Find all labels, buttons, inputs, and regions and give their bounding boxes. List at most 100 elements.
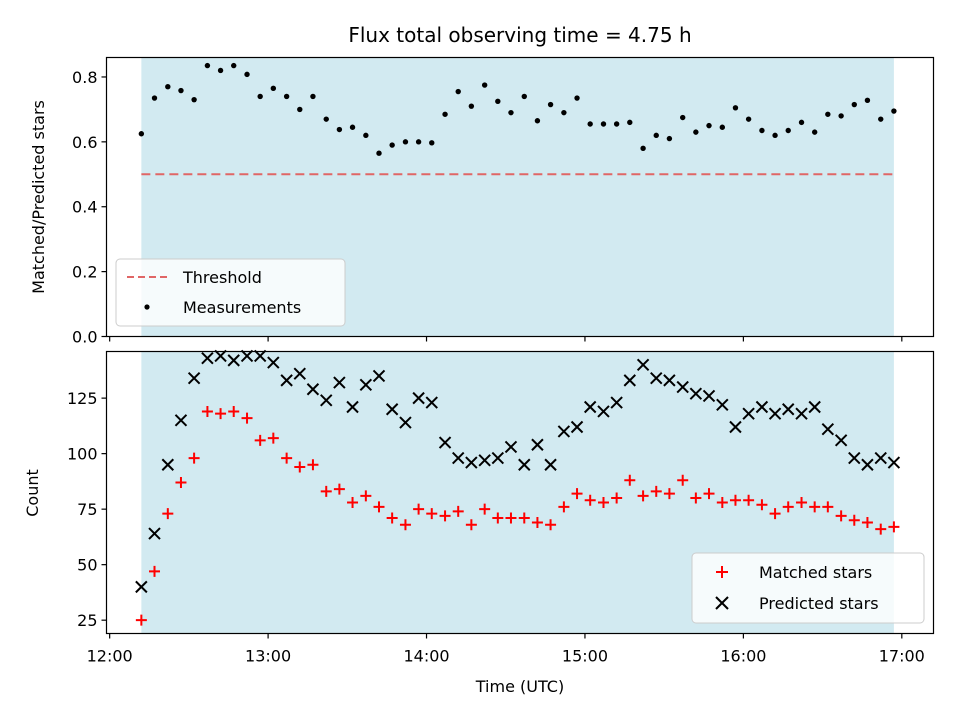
matched-stars-point [281, 452, 293, 464]
measurements-point [481, 82, 488, 88]
matched-stars-point [518, 512, 530, 524]
bottom-y-tick-label: 125 [67, 389, 98, 408]
matched-stars-point [545, 519, 557, 531]
matched-stars-point [373, 501, 385, 513]
matched-stars-point [188, 452, 200, 464]
measurements-point [587, 121, 593, 127]
bottom-y-tick-label: 75 [77, 500, 97, 519]
top-y-tick-label: 0.6 [72, 133, 97, 152]
measurements-point [680, 114, 686, 121]
measurements-point [165, 83, 171, 90]
matched-stars-legend-label: Matched stars [759, 563, 872, 582]
matched-stars-point [426, 508, 438, 520]
measurements-point [534, 118, 541, 124]
predicted-stars-point [782, 403, 795, 416]
matched-stars-point [241, 412, 253, 424]
top-legend: Threshold Measurements [115, 258, 346, 327]
predicted-stars-point [808, 400, 821, 414]
matched-stars-point [782, 501, 794, 513]
matched-stars-point [399, 519, 411, 531]
predicted-stars-point [570, 420, 584, 434]
matched-stars-point [452, 505, 464, 517]
predicted-stars-point [438, 436, 452, 449]
predicted-stars-point [834, 434, 848, 447]
measurements-point [627, 119, 633, 126]
x-tick-label: 13:00 [245, 647, 291, 666]
matched-stars-point [663, 488, 675, 500]
predicted-stars-point [372, 369, 386, 383]
top-y-axis: 0.0 0.2 0.4 0.6 0.8 [72, 68, 107, 347]
predicted-stars-point [161, 458, 175, 471]
matched-stars-point [228, 405, 240, 417]
matched-stars-point [135, 614, 147, 626]
matched-stars-point [254, 434, 266, 446]
matched-stars-point [465, 519, 477, 531]
predicted-stars-point [385, 403, 399, 416]
matched-stars-point [729, 494, 741, 506]
predicted-stars-point [716, 398, 729, 411]
predicted-stars-point [187, 371, 201, 385]
matched-stars-point [215, 408, 227, 420]
predicted-stars-point [320, 394, 333, 407]
predicted-stars-point [702, 389, 716, 403]
matched-stars-point [650, 485, 662, 497]
predicted-stars-point [306, 383, 320, 396]
measurements-point [574, 95, 580, 101]
measurements-point [613, 121, 620, 127]
measurements-point [745, 116, 752, 122]
measurements-point [204, 62, 211, 69]
top-y-tick-label: 0.2 [72, 263, 97, 282]
measurements-point [138, 131, 145, 137]
predicted-stars-point [214, 349, 227, 363]
matched-stars-point [584, 494, 596, 506]
measurements-legend-label: Measurements [183, 298, 301, 317]
matched-stars-point [505, 512, 517, 524]
matched-stars-point [149, 565, 161, 577]
x-tick-label: 15:00 [562, 647, 608, 666]
matched-stars-point [690, 492, 702, 504]
predicted-stars-point [544, 458, 557, 471]
matched-stars-point [175, 477, 187, 489]
matched-stars-point [703, 488, 715, 500]
predicted-stars-point [861, 458, 874, 471]
measurements-point [798, 119, 805, 126]
matched-stars-point [558, 501, 570, 513]
predicted-stars-point [583, 400, 597, 414]
bottom-y-axis: 25 50 75 100 125 [67, 389, 107, 630]
predicted-stars-point [848, 451, 861, 465]
predicted-stars-point [623, 374, 636, 387]
predicted-stars-point [610, 396, 623, 409]
bottom-y-tick-label: 25 [77, 611, 97, 630]
top-y-tick-label: 0.4 [72, 198, 97, 217]
predicted-stars-point [636, 358, 650, 372]
matched-stars-point [162, 508, 174, 520]
predicted-stars-point [346, 400, 359, 414]
measurements-point [732, 105, 739, 111]
measurements-point [191, 96, 197, 103]
bottom-legend: Matched stars Predicted stars [691, 552, 925, 624]
predicted-stars-point [518, 458, 531, 471]
matched-stars-point [360, 490, 372, 502]
x-tick-label: 12:00 [87, 647, 133, 666]
matched-stars-point [835, 510, 847, 522]
matched-stars-point [611, 492, 623, 504]
predicted-stars-point [597, 405, 610, 418]
top-y-tick-label: 0.0 [72, 328, 97, 347]
matched-stars-point [756, 499, 768, 511]
measurements-point [864, 97, 871, 104]
measurements-point [363, 132, 369, 139]
matched-stars-point [822, 501, 834, 513]
chart-title: Flux total observing time = 4.75 h [348, 23, 691, 47]
measurements-point [178, 87, 184, 94]
measurements-point [508, 109, 514, 116]
matched-stars-point [386, 512, 398, 524]
measurements-point [468, 103, 475, 109]
matched-stars-point [201, 405, 213, 417]
predicted-stars-point [742, 407, 755, 420]
measurements-point [257, 93, 263, 100]
measurements-point [415, 139, 422, 145]
bottom-y-tick-label: 100 [67, 445, 98, 464]
x-tick-label: 14:00 [403, 647, 449, 666]
measurements-point [521, 93, 527, 100]
